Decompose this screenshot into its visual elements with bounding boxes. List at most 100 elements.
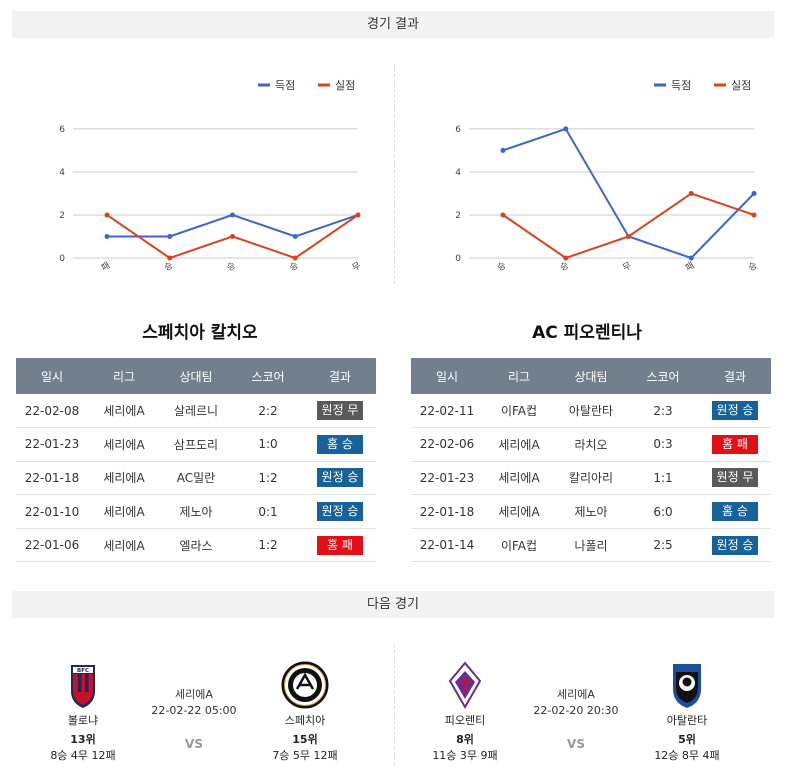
data-point <box>292 255 298 261</box>
x-tick-label: 무 <box>350 260 363 274</box>
data-point <box>104 233 110 239</box>
data-point <box>751 190 757 196</box>
score-cell: 6:0 <box>627 494 699 529</box>
result-badge: 홈 승 <box>712 502 758 522</box>
result-cell: 원정 승 <box>699 394 771 429</box>
opponent-cell: 엘라스 <box>160 528 232 563</box>
series-line-conceded <box>502 192 755 260</box>
chart-divider <box>394 64 395 284</box>
atalanta-crest-icon <box>673 664 701 708</box>
y-tick-label: 0 <box>59 254 65 264</box>
x-tick-label: 승 <box>225 260 238 274</box>
score-cell: 2:2 <box>232 394 304 429</box>
next-datetime: 22-02-20 20:30 <box>533 704 619 717</box>
date-cell: 22-01-23 <box>411 461 483 496</box>
league-cell: 세리에A <box>483 494 555 529</box>
header-league: 리그 <box>483 358 555 394</box>
y-tick-label: 0 <box>455 254 461 264</box>
y-tick-label: 6 <box>59 125 65 135</box>
team-name: 볼로냐 <box>67 714 99 727</box>
x-tick-label: 무 <box>621 260 634 274</box>
opponent-cell: 라치오 <box>555 427 627 462</box>
header-result: 결과 <box>699 358 771 394</box>
data-point <box>292 233 298 239</box>
opponent-cell: 칼리아리 <box>555 461 627 496</box>
score-cell: 2:5 <box>627 528 699 563</box>
date-cell: 22-02-06 <box>411 427 483 462</box>
next-league: 세리에A <box>557 688 595 701</box>
data-point <box>230 212 235 218</box>
result-cell: 원정 승 <box>304 494 376 529</box>
league-cell: 세리에A <box>88 528 160 563</box>
data-point <box>355 212 361 218</box>
data-point <box>500 147 506 153</box>
table-row: 22-01-14 이FA컵 나폴리 2:5 원정 승 <box>411 528 771 563</box>
next-away-team-1: 스페치아 15위 7승 5무 12패 <box>255 661 355 763</box>
result-badge: 원정 승 <box>317 468 363 488</box>
vs-label: VS <box>567 737 585 751</box>
team-title-right: AC 피오렌티나 <box>532 323 642 343</box>
result-badge: 홈 패 <box>317 535 363 555</box>
table-row: 22-01-23 세리에A 삼프도리 1:0 홈 승 <box>16 427 376 462</box>
opponent-cell: 제노아 <box>160 494 232 529</box>
result-badge: 홈 패 <box>712 434 758 454</box>
results-section-title: 경기 결과 <box>12 11 774 38</box>
header-opponent: 상대팀 <box>555 358 627 394</box>
score-cell: 0:1 <box>232 494 304 529</box>
data-point <box>626 233 631 239</box>
y-tick-label: 4 <box>59 168 65 178</box>
league-cell: 세리에A <box>88 494 160 529</box>
next-away-team-2: 아탈란타 5위 12승 8무 4패 <box>637 661 737 763</box>
chart-right: 0 2 4 6 승 승 무 패 승 득점 실점 <box>396 60 790 290</box>
next-section-title: 다음 경기 <box>12 591 774 618</box>
league-cell: 이FA컵 <box>483 394 555 429</box>
score-cell: 1:2 <box>232 528 304 563</box>
data-point <box>563 126 569 132</box>
opponent-cell: 제노아 <box>555 494 627 529</box>
score-cell: 2:3 <box>627 394 699 429</box>
league-cell: 세리에A <box>483 427 555 462</box>
result-cell: 홈 승 <box>304 427 376 462</box>
table-row: 22-01-23 세리에A 칼리아리 1:1 원정 무 <box>411 461 771 496</box>
opponent-cell: AC밀란 <box>160 461 232 496</box>
team-record: 7승 5무 12패 <box>272 749 338 762</box>
result-badge: 원정 승 <box>317 502 363 522</box>
date-cell: 22-01-23 <box>16 427 88 462</box>
date-cell: 22-01-18 <box>16 461 88 496</box>
team-name: 아탈란타 <box>666 714 708 727</box>
x-tick-label: 승 <box>162 260 175 274</box>
score-cell: 1:0 <box>232 427 304 462</box>
y-tick-label: 2 <box>59 211 65 221</box>
result-badge: 원정 승 <box>712 401 758 421</box>
result-cell: 원정 승 <box>699 528 771 563</box>
score-cell: 1:2 <box>232 461 304 496</box>
data-point <box>167 255 173 261</box>
chart-right-svg: 0 2 4 6 승 승 무 패 승 득점 실점 <box>455 79 759 274</box>
result-badge: 원정 승 <box>712 535 758 555</box>
bologna-crest-icon: BFC <box>71 665 95 708</box>
results-table-right: 일시 리그 상대팀 스코어 결과 22-02-11 이FA컵 아탈란타 2:3 원정 승… <box>411 358 771 563</box>
score-cell: 0:3 <box>627 427 699 462</box>
data-point <box>688 255 694 261</box>
legend-label: 실점 <box>731 79 751 92</box>
header-date: 일시 <box>16 358 88 394</box>
team-record: 11승 3무 9패 <box>432 749 498 762</box>
header-score: 스코어 <box>627 358 699 394</box>
header-league: 리그 <box>88 358 160 394</box>
date-cell: 22-02-11 <box>411 394 483 429</box>
team-name: 스페치아 <box>284 714 326 727</box>
x-tick-label: 패 <box>99 260 112 274</box>
date-cell: 22-02-08 <box>16 394 88 429</box>
opponent-cell: 나폴리 <box>555 528 627 563</box>
spezia-crest-icon <box>281 661 329 709</box>
legend-label: 득점 <box>275 79 295 92</box>
y-tick-label: 2 <box>455 211 461 221</box>
result-badge: 홈 승 <box>317 434 363 454</box>
date-cell: 22-01-18 <box>411 494 483 529</box>
data-point <box>751 212 757 218</box>
result-badge: 원정 무 <box>317 401 363 421</box>
next-divider <box>394 645 395 765</box>
x-tick-label: 승 <box>288 260 301 274</box>
result-cell: 원정 무 <box>304 394 376 429</box>
data-point <box>230 233 235 239</box>
